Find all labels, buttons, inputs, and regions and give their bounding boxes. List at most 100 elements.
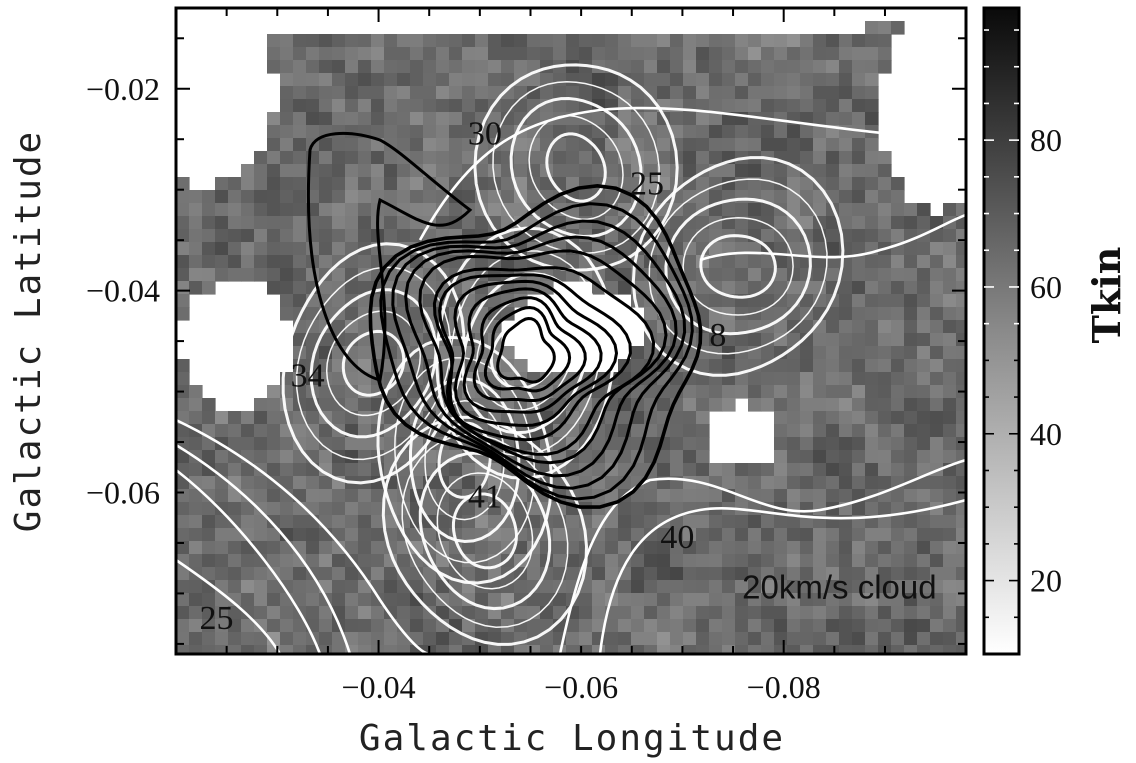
heatmap-cell [878, 164, 892, 178]
heatmap-cell [930, 554, 944, 568]
heatmap-cell [696, 385, 710, 399]
heatmap-cell [293, 489, 307, 503]
heatmap-cell [683, 424, 697, 438]
heatmap-cell [345, 281, 359, 295]
heatmap-cell [254, 489, 268, 503]
heatmap-cell [566, 515, 580, 529]
heatmap-cell [228, 541, 242, 555]
heatmap-cell [488, 593, 502, 607]
heatmap-cell [904, 411, 918, 425]
heatmap-cell [826, 632, 840, 646]
heatmap-cell [618, 645, 632, 659]
heatmap-cell [774, 60, 788, 74]
heatmap-cell [553, 528, 567, 542]
heatmap-cell [722, 593, 736, 607]
heatmap-cell [943, 203, 957, 217]
heatmap-cell [280, 47, 294, 61]
heatmap-cell [943, 593, 957, 607]
heatmap-cell [319, 541, 333, 555]
heatmap-cell [280, 151, 294, 165]
heatmap-cell [839, 450, 853, 464]
heatmap-cell [189, 281, 203, 295]
heatmap-cell [800, 424, 814, 438]
heatmap-cell [293, 580, 307, 594]
heatmap-cell [670, 47, 684, 61]
heatmap-cell [735, 515, 749, 529]
heatmap-cell [241, 437, 255, 451]
heatmap-cell [904, 372, 918, 386]
heatmap-cell [943, 619, 957, 633]
heatmap-cell [631, 47, 645, 61]
heatmap-cell [293, 632, 307, 646]
heatmap-cell [917, 385, 931, 399]
heatmap-cell [683, 567, 697, 581]
heatmap-cell [774, 99, 788, 113]
heatmap-cell [722, 73, 736, 87]
heatmap-cell [774, 437, 788, 451]
heatmap-cell [852, 112, 866, 126]
heatmap-cell [475, 60, 489, 74]
heatmap-cell [748, 255, 762, 269]
heatmap-cell [189, 255, 203, 269]
heatmap-cell [254, 645, 268, 659]
heatmap-cell [670, 463, 684, 477]
heatmap-cell [436, 47, 450, 61]
heatmap-cell [865, 424, 879, 438]
heatmap-cell [852, 632, 866, 646]
heatmap-cell [358, 541, 372, 555]
heatmap-cell [813, 385, 827, 399]
heatmap-cell [267, 229, 281, 243]
heatmap-cell [878, 502, 892, 516]
heatmap-cell [722, 541, 736, 555]
heatmap-cell [202, 255, 216, 269]
heatmap-cell [917, 437, 931, 451]
heatmap-cell [917, 619, 931, 633]
heatmap-cell [410, 190, 424, 204]
heatmap-cell [878, 216, 892, 230]
heatmap-cell [709, 619, 723, 633]
heatmap-cell [631, 502, 645, 516]
heatmap-cell [865, 502, 879, 516]
heatmap-cell [826, 528, 840, 542]
heatmap-cell [215, 450, 229, 464]
heatmap-cell [254, 528, 268, 542]
heatmap-cell [761, 463, 775, 477]
heatmap-cell [293, 476, 307, 490]
heatmap-cell [462, 190, 476, 204]
heatmap-cell [891, 21, 905, 35]
heatmap-cell [696, 86, 710, 100]
heatmap-cell [774, 73, 788, 87]
heatmap-cell [332, 203, 346, 217]
heatmap-cell [878, 385, 892, 399]
heatmap-cell [319, 567, 333, 581]
heatmap-cell [241, 216, 255, 230]
heatmap-cell [553, 164, 567, 178]
heatmap-cell [787, 60, 801, 74]
heatmap-cell [436, 125, 450, 139]
heatmap-cell [488, 164, 502, 178]
heatmap-cell [254, 203, 268, 217]
heatmap-cell [293, 164, 307, 178]
heatmap-cell [358, 34, 372, 48]
heatmap-cell [280, 450, 294, 464]
heatmap-cell [917, 450, 931, 464]
heatmap-cell [891, 398, 905, 412]
heatmap-cell [189, 528, 203, 542]
heatmap-cell [787, 99, 801, 113]
heatmap-cell [371, 99, 385, 113]
heatmap-cell [943, 398, 957, 412]
heatmap-cell [722, 385, 736, 399]
heatmap-cell [657, 47, 671, 61]
heatmap-cell [878, 346, 892, 360]
heatmap-cell [345, 450, 359, 464]
heatmap-cell [748, 606, 762, 620]
heatmap-cell [709, 489, 723, 503]
heatmap-cell [449, 164, 463, 178]
heatmap-cell [696, 151, 710, 165]
heatmap-cell [553, 34, 567, 48]
heatmap-cell [917, 606, 931, 620]
heatmap-cell [813, 86, 827, 100]
heatmap-cell [410, 47, 424, 61]
heatmap-cell [332, 60, 346, 74]
heatmap-cell [761, 177, 775, 191]
